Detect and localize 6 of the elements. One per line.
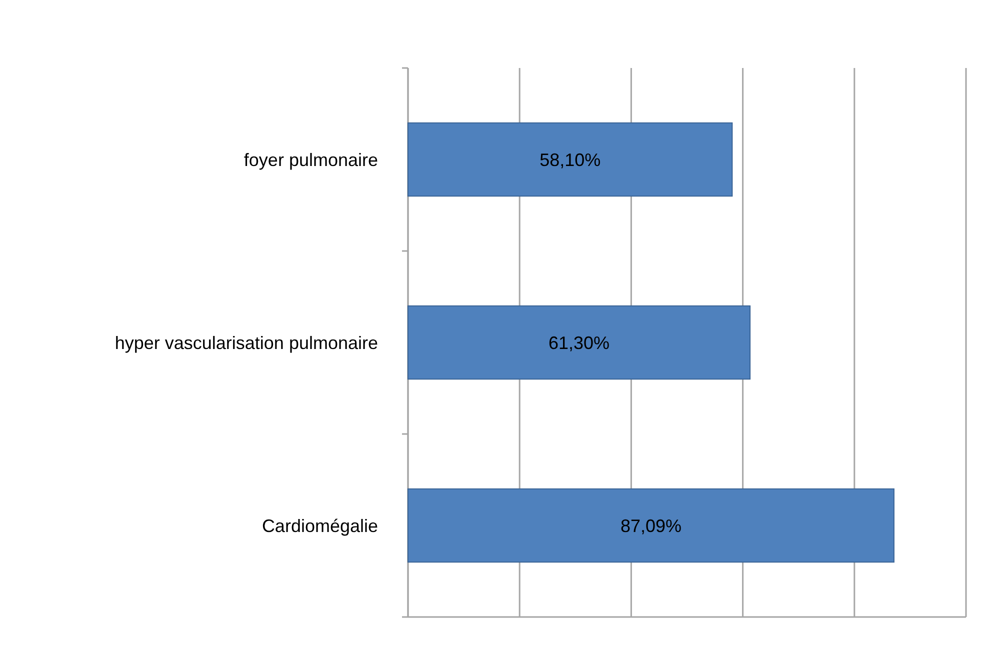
- y-tick-label: foyer pulmonaire: [244, 150, 378, 170]
- y-tick-label: Cardiomégalie: [262, 516, 378, 536]
- y-tick-label: hyper vascularisation pulmonaire: [114, 332, 378, 353]
- data-label: 87,09%: [620, 516, 682, 536]
- data-label: 61,30%: [548, 332, 610, 353]
- data-label: 58,10%: [540, 150, 601, 170]
